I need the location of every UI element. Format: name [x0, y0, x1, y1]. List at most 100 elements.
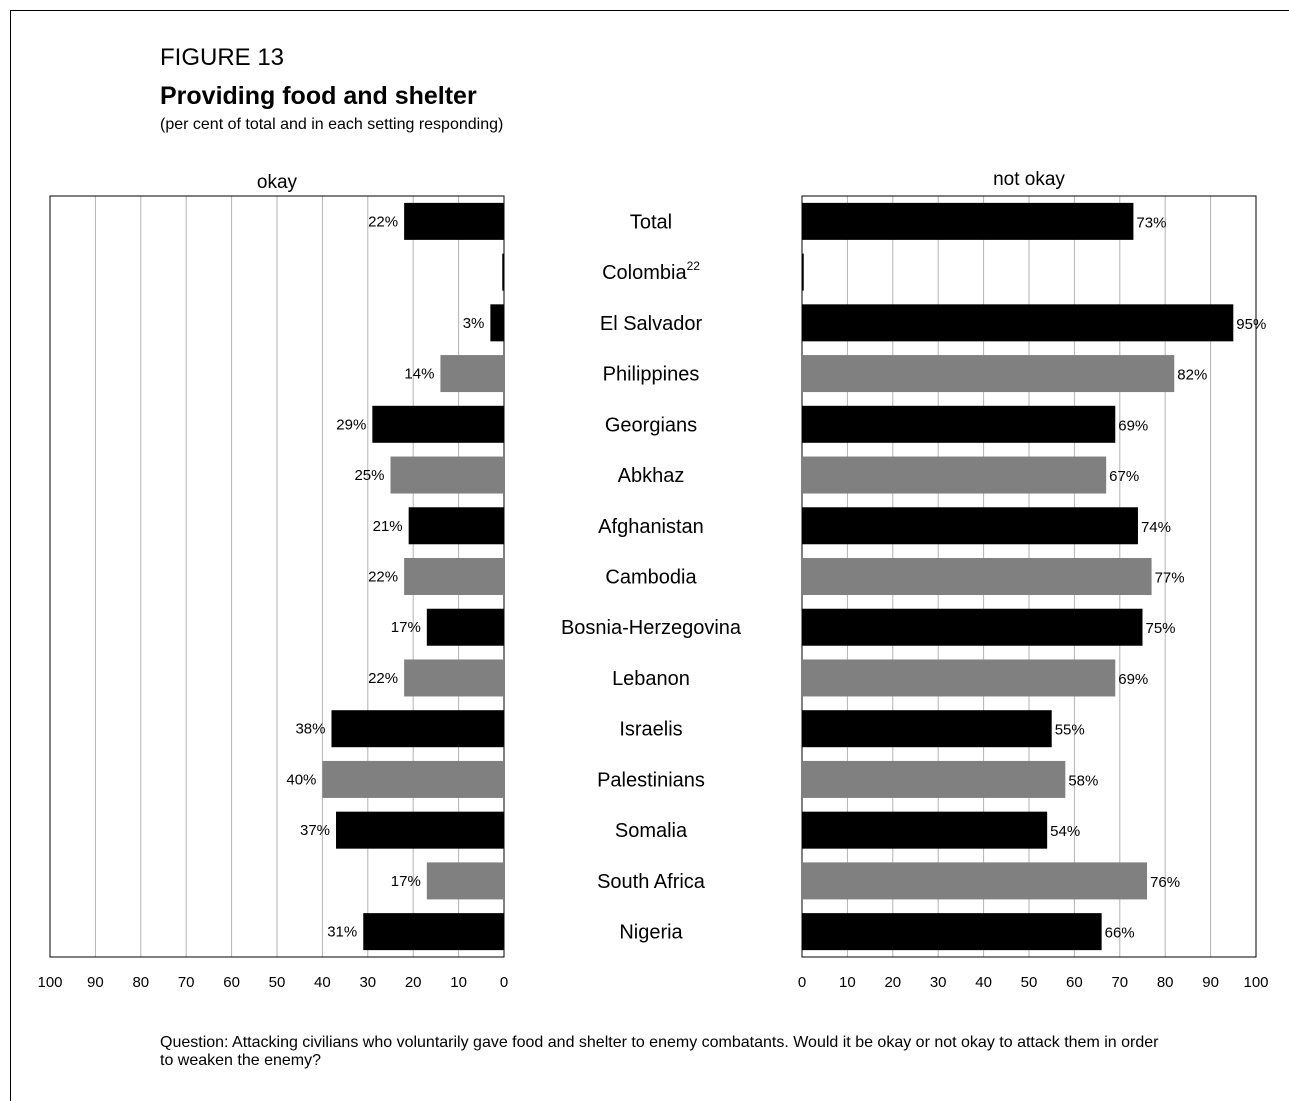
data-label-not-okay: 74% [1141, 519, 1171, 536]
tick-label-left: 20 [405, 974, 422, 991]
category-label: Total [630, 211, 672, 233]
bar-okay [404, 558, 504, 595]
data-label-not-okay: 55% [1055, 722, 1085, 739]
data-label-not-okay: 75% [1146, 620, 1176, 637]
bar-okay [426, 862, 504, 900]
data-label-not-okay: 58% [1068, 772, 1098, 789]
data-label-okay: 37% [300, 822, 330, 839]
bar-not-okay [802, 304, 1234, 342]
data-label-not-okay: 82% [1177, 367, 1207, 384]
tick-label-left: 40 [314, 974, 331, 991]
data-label-not-okay: 69% [1118, 671, 1148, 688]
data-label-okay: 17% [391, 619, 421, 636]
tick-label-left: 60 [223, 974, 240, 991]
bar-not-okay [802, 862, 1148, 900]
bar-okay [408, 507, 504, 545]
tick-label-right: 20 [884, 974, 901, 991]
data-label-okay: 29% [336, 416, 366, 433]
bar-okay [404, 659, 504, 697]
data-label-okay: 38% [295, 721, 325, 738]
category-label: Philippines [603, 364, 700, 386]
bar-not-okay [802, 456, 1107, 494]
tick-label-right: 10 [839, 974, 856, 991]
tick-label-right: 0 [798, 974, 806, 991]
data-label-not-okay: 67% [1109, 468, 1139, 485]
bar-okay [372, 405, 504, 443]
bar-okay [440, 355, 504, 393]
figure-label: FIGURE 13 [160, 44, 285, 71]
category-label: Somalia [615, 820, 688, 842]
category-label: Abkhaz [618, 465, 685, 487]
bar-not-okay [802, 558, 1152, 595]
tick-label-left: 80 [132, 974, 149, 991]
tick-label-left: 50 [269, 974, 286, 991]
tick-label-right: 50 [1021, 974, 1038, 991]
bar-not-okay [802, 760, 1066, 798]
category-label: Lebanon [612, 668, 690, 690]
tick-label-right: 90 [1202, 974, 1219, 991]
bar-okay [390, 456, 504, 494]
series-label-okay: okay [257, 172, 298, 193]
data-label-okay: 31% [327, 924, 357, 941]
bar-not-okay [802, 507, 1138, 545]
data-label-not-okay: 73% [1136, 214, 1166, 231]
category-label: Israelis [619, 719, 682, 741]
bar-not-okay [802, 913, 1102, 951]
data-label-okay: 22% [368, 670, 398, 687]
bar-not-okay [802, 355, 1175, 393]
category-label: El Salvador [600, 313, 703, 335]
bar-okay [426, 608, 504, 646]
tick-label-right: 30 [930, 974, 947, 991]
bar-not-okay [802, 811, 1048, 849]
category-label: Nigeria [619, 922, 683, 944]
bar-not-okay [802, 608, 1143, 646]
data-label-not-okay: 54% [1050, 823, 1080, 840]
category-label: Colombia22 [602, 259, 700, 284]
bar-okay [331, 710, 504, 748]
tick-label-right: 40 [975, 974, 992, 991]
category-label: Afghanistan [598, 516, 704, 538]
data-label-not-okay: 95% [1236, 316, 1266, 333]
category-label: Georgians [605, 414, 697, 436]
tick-label-left: 90 [87, 974, 104, 991]
tick-label-left: 10 [450, 974, 467, 991]
data-label-okay: 3% [463, 315, 485, 332]
figure-frame [10, 10, 1289, 1101]
data-label-not-okay: 66% [1105, 925, 1135, 942]
tick-label-left: 0 [500, 974, 508, 991]
category-label: Bosnia-Herzegovina [561, 617, 742, 639]
chart-title: Providing food and shelter [160, 82, 477, 110]
bar-not-okay [802, 202, 1134, 240]
tick-label-left: 100 [37, 974, 62, 991]
tick-label-left: 70 [178, 974, 195, 991]
bar-okay [363, 913, 504, 951]
question-note: Question: Attacking civilians who volunt… [160, 1034, 1159, 1069]
tick-label-right: 70 [1111, 974, 1128, 991]
data-label-not-okay: 77% [1155, 570, 1185, 587]
data-label-okay: 14% [404, 366, 434, 383]
data-label-okay: 22% [368, 569, 398, 586]
bar-okay [404, 202, 504, 240]
tick-label-right: 100 [1243, 974, 1268, 991]
category-label: Cambodia [605, 567, 697, 589]
tick-label-left: 30 [359, 974, 376, 991]
data-label-okay: 25% [354, 467, 384, 484]
bar-okay [490, 304, 504, 342]
data-label-okay: 22% [368, 213, 398, 230]
bar-not-okay [802, 659, 1116, 697]
tick-label-right: 60 [1066, 974, 1083, 991]
data-label-not-okay: 76% [1150, 874, 1180, 891]
tick-label-right: 80 [1157, 974, 1174, 991]
chart-subtitle: (per cent of total and in each setting r… [160, 116, 504, 133]
series-label-not-okay: not okay [993, 169, 1065, 190]
bar-not-okay [802, 710, 1052, 748]
data-label-okay: 40% [286, 771, 316, 788]
data-label-okay: 17% [391, 873, 421, 890]
category-label: South Africa [597, 871, 706, 893]
bar-okay [336, 811, 504, 849]
category-label: Palestinians [597, 769, 705, 791]
data-label-okay: 21% [373, 518, 403, 535]
data-label-not-okay: 69% [1118, 417, 1148, 434]
bar-okay [322, 760, 504, 798]
